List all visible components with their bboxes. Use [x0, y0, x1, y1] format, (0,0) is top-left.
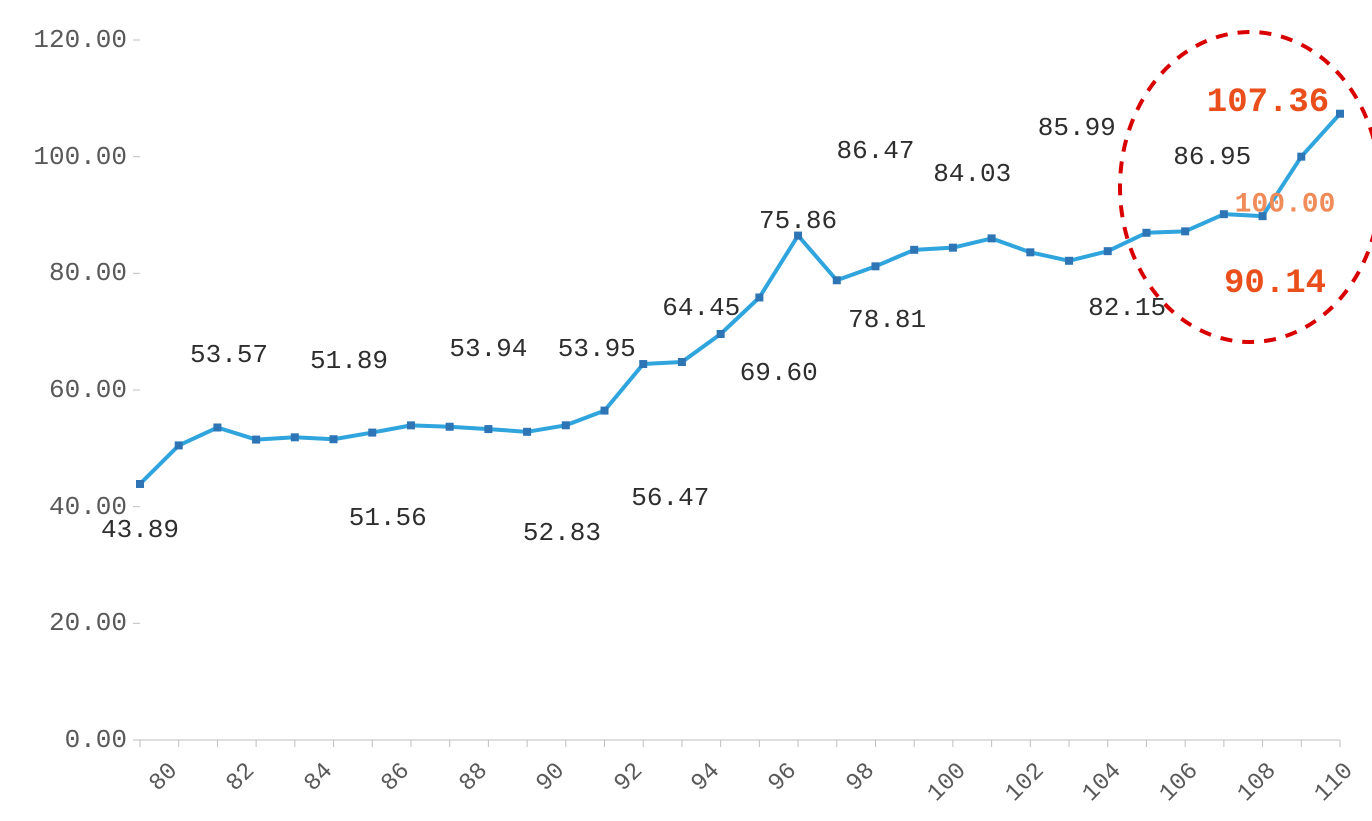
line-chart: 0.0020.0040.0060.0080.00100.00120.008082…: [0, 0, 1372, 821]
data-label: 86.95: [1173, 142, 1251, 172]
series-marker: [911, 246, 918, 253]
highlight-label: 90.14: [1224, 265, 1326, 303]
series-marker: [756, 294, 763, 301]
series-marker: [1143, 229, 1150, 236]
series-marker: [446, 423, 453, 430]
data-label: 84.03: [933, 159, 1011, 189]
data-label: 53.95: [558, 334, 636, 364]
series-marker: [407, 422, 414, 429]
y-tick-label: 100.00: [33, 142, 127, 172]
series-marker: [485, 426, 492, 433]
series-marker: [369, 429, 376, 436]
series-marker: [1027, 249, 1034, 256]
series-marker: [330, 436, 337, 443]
data-label: 64.45: [662, 293, 740, 323]
data-label: 56.47: [631, 483, 709, 513]
series-marker: [214, 424, 221, 431]
series-marker: [524, 428, 531, 435]
series-marker: [137, 480, 144, 487]
series-marker: [253, 436, 260, 443]
data-label: 51.56: [349, 503, 427, 533]
series-marker: [678, 359, 685, 366]
data-label: 51.89: [310, 346, 388, 376]
data-label: 53.94: [449, 334, 527, 364]
series-marker: [1182, 228, 1189, 235]
chart-svg: [0, 0, 1372, 821]
series-marker: [872, 263, 879, 270]
series-marker: [175, 442, 182, 449]
series-marker: [640, 361, 647, 368]
series-marker: [1298, 153, 1305, 160]
highlight-label: 107.36: [1207, 84, 1329, 122]
y-tick-label: 20.00: [49, 608, 127, 638]
series-marker: [562, 422, 569, 429]
data-label: 53.57: [190, 340, 268, 370]
data-label: 75.86: [759, 206, 837, 236]
series-marker: [717, 331, 724, 338]
series-marker: [1104, 248, 1111, 255]
series-marker: [291, 434, 298, 441]
y-tick-label: 80.00: [49, 258, 127, 288]
series-marker: [949, 244, 956, 251]
data-label: 82.15: [1088, 293, 1166, 323]
data-label: 86.47: [836, 136, 914, 166]
y-tick-label: 0.00: [65, 725, 127, 755]
series-marker: [601, 407, 608, 414]
y-tick-label: 120.00: [33, 25, 127, 55]
data-label: 43.89: [101, 515, 179, 545]
data-label: 78.81: [848, 305, 926, 335]
series-marker: [1066, 257, 1073, 264]
data-label: 69.60: [740, 358, 818, 388]
series-marker: [988, 235, 995, 242]
y-tick-label: 60.00: [49, 375, 127, 405]
series-marker: [833, 277, 840, 284]
series-marker: [1337, 110, 1344, 117]
highlight-label: 100.00: [1235, 190, 1336, 221]
series-marker: [1220, 211, 1227, 218]
data-label: 85.99: [1038, 113, 1116, 143]
data-label: 52.83: [523, 518, 601, 548]
